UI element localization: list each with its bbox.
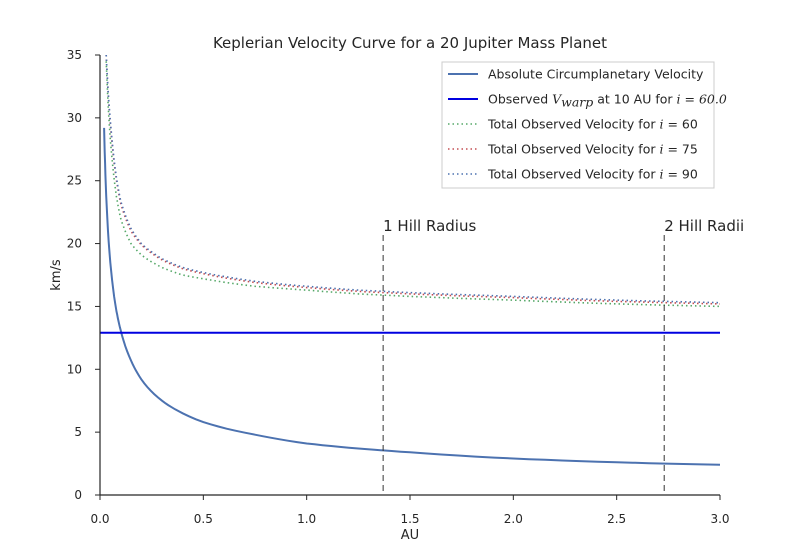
annotations: 1 Hill Radius 2 Hill Radii [382, 217, 744, 495]
y-tick-label: 10 [67, 362, 82, 376]
legend-entry-1: Observed Vwarp at 10 AU for i = 60.0 [488, 92, 727, 110]
y-tick-label: 5 [74, 425, 82, 439]
y-tick-label: 30 [67, 111, 82, 125]
x-tick-label: 2.5 [607, 512, 626, 526]
legend-entry-2: Total Observed Velocity for i = 60 [487, 117, 698, 132]
plot-area [100, 55, 720, 466]
x-tick-label: 0.5 [194, 512, 213, 526]
hill-radius-label-1: 2 Hill Radii [664, 217, 744, 235]
x-tick-label: 1.0 [297, 512, 316, 526]
legend: Absolute Circumplanetary Velocity Observe… [441, 61, 727, 189]
y-tick-label: 25 [67, 174, 82, 188]
y-tick-label: 0 [74, 488, 82, 502]
series-line-0 [103, 127, 720, 466]
x-tick-label: 2.0 [504, 512, 523, 526]
axes: 0.0 0.5 1.0 1.5 2.0 2.5 3.0 0 5 10 15 20 25 30 35 [67, 48, 730, 526]
chart-title: Keplerian Velocity Curve for a 20 Jupite… [213, 34, 607, 52]
legend-entry-0: Absolute Circumplanetary Velocity [488, 67, 704, 82]
x-axis-label: AU [401, 528, 419, 543]
hill-radius-label-0: 1 Hill Radius [383, 217, 476, 235]
y-tick-label: 15 [67, 299, 82, 313]
y-axis-label: km/s [49, 259, 64, 291]
x-tick-label: 1.5 [400, 512, 419, 526]
series-line-2 [105, 61, 720, 308]
y-tick-label: 35 [67, 48, 82, 62]
legend-entry-3: Total Observed Velocity for i = 75 [487, 142, 698, 157]
legend-box [441, 61, 715, 189]
y-tick-label: 20 [67, 237, 82, 251]
x-tick-label: 0.0 [90, 512, 109, 526]
legend-entry-4: Total Observed Velocity for i = 90 [487, 167, 698, 182]
series-line-4 [105, 55, 720, 304]
x-tick-label: 3.0 [710, 512, 729, 526]
